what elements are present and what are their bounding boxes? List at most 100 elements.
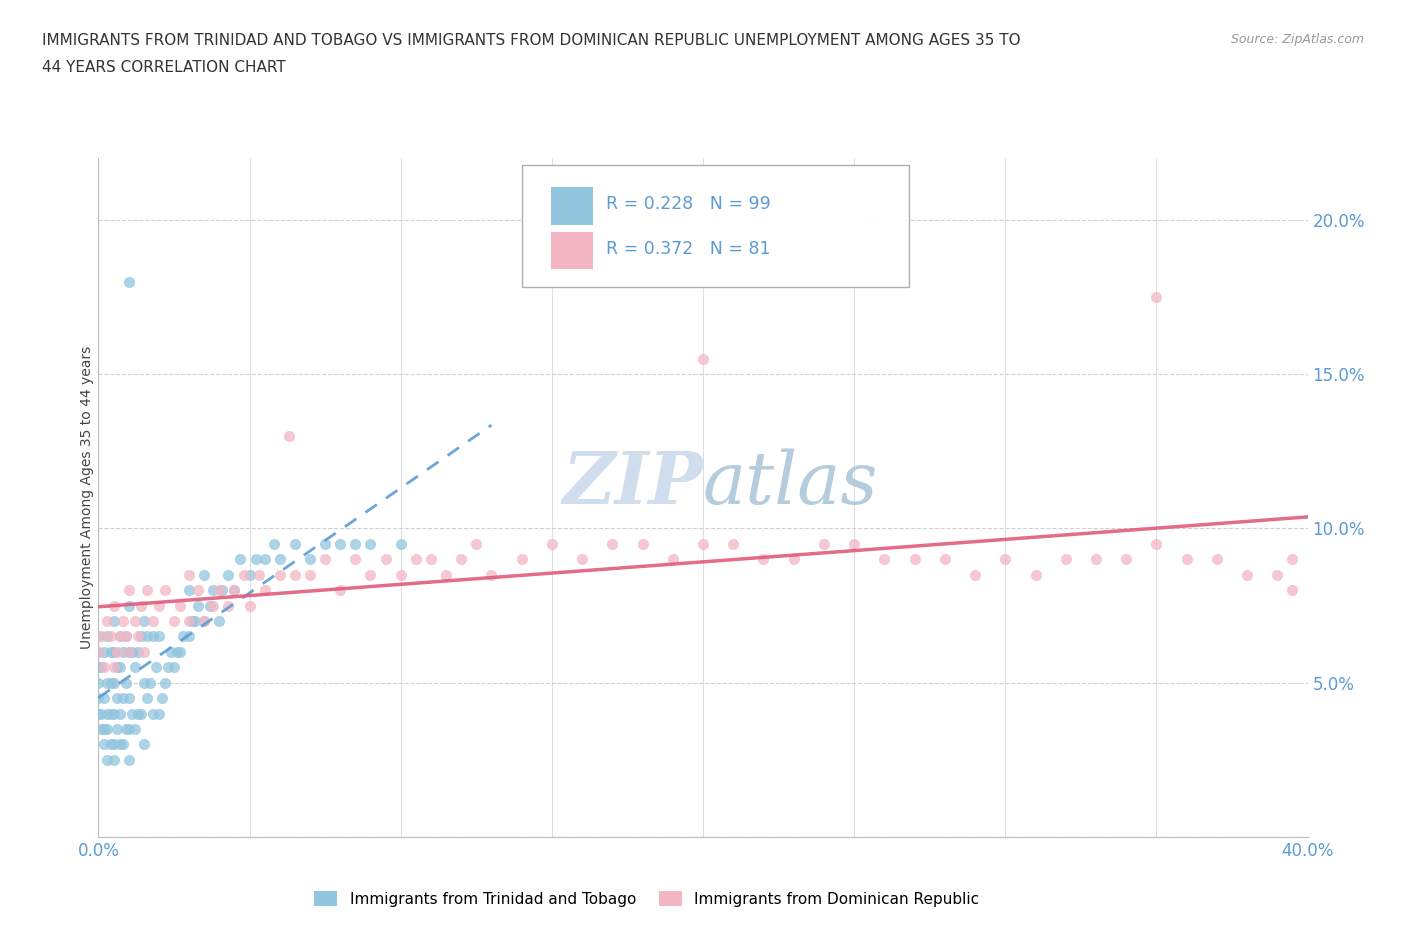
Point — [314, 537, 336, 551]
Point — [100, 737, 122, 751]
Point — [100, 706, 122, 721]
Point — [87, 675, 110, 690]
Point — [166, 644, 188, 659]
Point — [114, 629, 136, 644]
Point — [202, 583, 225, 598]
Point — [96, 614, 118, 629]
Point — [129, 598, 152, 613]
Point — [124, 722, 146, 737]
Point — [108, 706, 131, 721]
Point — [142, 706, 165, 721]
Y-axis label: Unemployment Among Ages 35 to 44 years: Unemployment Among Ages 35 to 44 years — [80, 346, 94, 649]
Point — [450, 551, 472, 566]
Point — [1054, 551, 1077, 566]
Point — [105, 660, 128, 675]
Point — [217, 598, 239, 613]
Point — [93, 691, 115, 706]
Point — [934, 551, 956, 566]
Point — [103, 737, 125, 751]
Point — [239, 598, 262, 613]
Point — [1085, 551, 1108, 566]
Point — [100, 675, 122, 690]
Point — [299, 567, 322, 582]
Point — [172, 629, 194, 644]
Point — [118, 691, 141, 706]
Point — [103, 614, 125, 629]
Point — [602, 537, 624, 551]
Point — [114, 722, 136, 737]
Text: Source: ZipAtlas.com: Source: ZipAtlas.com — [1230, 33, 1364, 46]
Text: R = 0.372   N = 81: R = 0.372 N = 81 — [606, 240, 770, 258]
Point — [994, 551, 1017, 566]
Bar — [551, 187, 593, 225]
Point — [124, 614, 146, 629]
Point — [105, 722, 128, 737]
Text: atlas: atlas — [703, 448, 879, 519]
Point — [692, 352, 714, 366]
Point — [118, 598, 141, 613]
Point — [111, 691, 134, 706]
Point — [1175, 551, 1198, 566]
Point — [465, 537, 488, 551]
Point — [1144, 289, 1167, 304]
Point — [118, 583, 141, 598]
Point — [200, 598, 222, 613]
Point — [132, 675, 155, 690]
Point — [1236, 567, 1258, 582]
Point — [782, 551, 804, 566]
Point — [419, 551, 441, 566]
Point — [844, 537, 866, 551]
Point — [752, 551, 775, 566]
Point — [277, 429, 299, 444]
Point — [169, 644, 191, 659]
Point — [177, 583, 201, 598]
Point — [108, 660, 131, 675]
Point — [163, 660, 186, 675]
Point — [90, 660, 112, 675]
Point — [145, 660, 167, 675]
Point — [193, 614, 215, 629]
Point — [87, 629, 110, 644]
Point — [329, 537, 352, 551]
Point — [105, 691, 128, 706]
Point — [90, 722, 112, 737]
Point — [344, 537, 367, 551]
Point — [124, 660, 146, 675]
Point — [965, 567, 987, 582]
Point — [1024, 567, 1046, 582]
Point — [93, 722, 115, 737]
Point — [224, 583, 246, 598]
Point — [127, 706, 149, 721]
Point — [93, 737, 115, 751]
Point — [142, 614, 165, 629]
Point — [90, 629, 112, 644]
Point — [90, 706, 112, 721]
Point — [87, 644, 110, 659]
Point — [217, 567, 239, 582]
Point — [96, 629, 118, 644]
Point — [111, 644, 134, 659]
Text: IMMIGRANTS FROM TRINIDAD AND TOBAGO VS IMMIGRANTS FROM DOMINICAN REPUBLIC UNEMPL: IMMIGRANTS FROM TRINIDAD AND TOBAGO VS I… — [42, 33, 1021, 47]
Point — [360, 567, 382, 582]
Point — [1281, 551, 1303, 566]
Point — [540, 537, 562, 551]
Point — [127, 629, 149, 644]
Point — [193, 567, 215, 582]
Point — [118, 722, 141, 737]
Point — [631, 537, 654, 551]
Point — [96, 675, 118, 690]
FancyBboxPatch shape — [522, 165, 908, 287]
Point — [813, 537, 835, 551]
Point — [177, 629, 201, 644]
Point — [1206, 551, 1229, 566]
Point — [127, 644, 149, 659]
Point — [1281, 583, 1303, 598]
Point — [510, 551, 533, 566]
Point — [232, 567, 254, 582]
Legend: Immigrants from Trinidad and Tobago, Immigrants from Dominican Republic: Immigrants from Trinidad and Tobago, Imm… — [308, 885, 986, 913]
Point — [148, 598, 170, 613]
Point — [721, 537, 744, 551]
Point — [239, 567, 262, 582]
Point — [360, 537, 382, 551]
Point — [253, 583, 276, 598]
